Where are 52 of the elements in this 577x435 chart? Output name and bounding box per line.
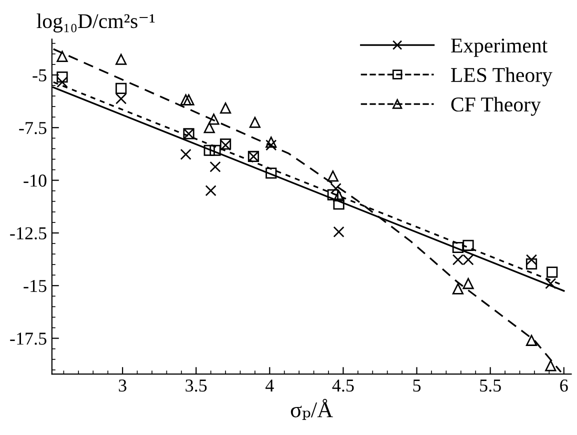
point [210, 144, 221, 156]
point [452, 283, 464, 294]
point [204, 144, 215, 156]
point [180, 94, 192, 106]
point [266, 136, 277, 148]
point [249, 116, 260, 128]
point [526, 258, 538, 270]
x-axis-title: σₚ/Å [290, 398, 333, 420]
point [545, 360, 556, 372]
point [220, 102, 232, 114]
point [333, 226, 344, 238]
point [180, 148, 192, 160]
point [546, 266, 558, 278]
point [116, 82, 127, 94]
y-tick-label: -7.5 [19, 122, 46, 134]
x-tick-label: 4 [265, 380, 274, 392]
point [327, 170, 338, 182]
point [205, 185, 216, 196]
point [266, 168, 277, 179]
point [56, 72, 68, 83]
x-tick-label: 5.5 [480, 380, 501, 392]
y-tick-label: -10 [24, 174, 46, 187]
point [208, 114, 220, 125]
y-tick-label: -17.5 [10, 332, 46, 345]
point [210, 161, 221, 172]
point [204, 122, 215, 134]
y-tick-label: -12.5 [10, 227, 46, 240]
y-tick-label: -5 [32, 69, 46, 82]
x-tick-label: 5 [413, 380, 421, 392]
point [327, 189, 338, 200]
y-axis-title: log₁₀D/cm²s⁻¹ [36, 14, 155, 32]
point [526, 254, 538, 266]
legend-label: Experiment [451, 38, 548, 57]
x-tick-label: 4.5 [332, 380, 354, 392]
point [526, 334, 538, 346]
point [183, 94, 194, 106]
point [333, 198, 344, 210]
x-tick-label: 6 [560, 380, 568, 392]
point [56, 50, 68, 62]
point [330, 182, 342, 194]
y-tick-label: -15 [24, 280, 46, 292]
point [266, 140, 277, 151]
legend-label: CF Theory [451, 96, 541, 116]
point [116, 54, 127, 65]
point [452, 242, 464, 254]
x-tick-label: 3.5 [186, 380, 207, 392]
point [116, 93, 127, 104]
point [545, 278, 556, 290]
point [462, 240, 474, 251]
x-tick-label: 3 [118, 380, 126, 392]
legend-label: LES Theory [451, 67, 552, 86]
point [462, 278, 474, 290]
